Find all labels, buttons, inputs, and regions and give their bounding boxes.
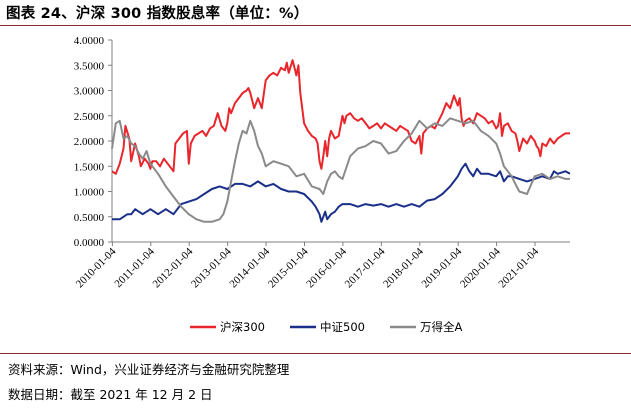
x-tick-label: 2012-01-04 (151, 245, 196, 290)
dividend-yield-chart: 0.0000 0.5000 1.0000 1.5000 2.0000 2.5000 3.00… (74, 35, 571, 334)
x-tick-label: 2018-01-04 (381, 245, 426, 290)
series-line-3 (111, 117, 570, 223)
source-note: 资料来源：Wind，兴业证券经济与金融研究院整理 (8, 362, 290, 377)
y-tick-label: 4.0000 (74, 35, 105, 47)
x-tick-label: 2014-01-04 (227, 245, 272, 290)
title-rule (0, 25, 631, 26)
source-rule (0, 353, 631, 354)
y-tick-label: 1.5000 (74, 161, 105, 173)
y-tick-label: 2.0000 (74, 136, 105, 148)
series-line-1 (111, 59, 570, 175)
y-tick-label: 0.0000 (74, 237, 105, 249)
x-tick-label: 2016-01-04 (304, 245, 349, 290)
y-tick-label: 1.0000 (74, 187, 105, 199)
x-tick-label: 2015-01-04 (266, 245, 311, 290)
series-lines (111, 59, 571, 223)
date-note: 数据日期：截至 2021 年 12 月 2 日 (8, 387, 213, 402)
x-tick-label: 2021-01-04 (496, 245, 541, 290)
legend-label-3: 万得全A (420, 320, 462, 334)
legend: 沪深300 中证500 万得全A (190, 320, 462, 334)
x-tick-label: 2020-01-04 (458, 245, 503, 290)
x-tick-label: 2019-01-04 (420, 245, 465, 290)
legend-label-1: 沪深300 (220, 320, 265, 334)
y-tick-label: 0.5000 (74, 212, 105, 224)
x-tick-label: 2011-01-04 (112, 245, 157, 290)
x-tick-label: 2017-01-04 (343, 245, 388, 290)
y-tick-label: 3.5000 (74, 60, 105, 72)
series-line-2 (112, 162, 571, 223)
x-tick-label: 2010-01-04 (74, 245, 119, 290)
y-tick-label: 3.0000 (74, 86, 105, 98)
figure-title: 图表 24、沪深 300 指数股息率（单位：%） (6, 6, 309, 22)
legend-label-2: 中证500 (320, 320, 365, 334)
y-tick-label: 2.5000 (74, 111, 105, 123)
x-tick-label: 2013-01-04 (189, 245, 234, 290)
